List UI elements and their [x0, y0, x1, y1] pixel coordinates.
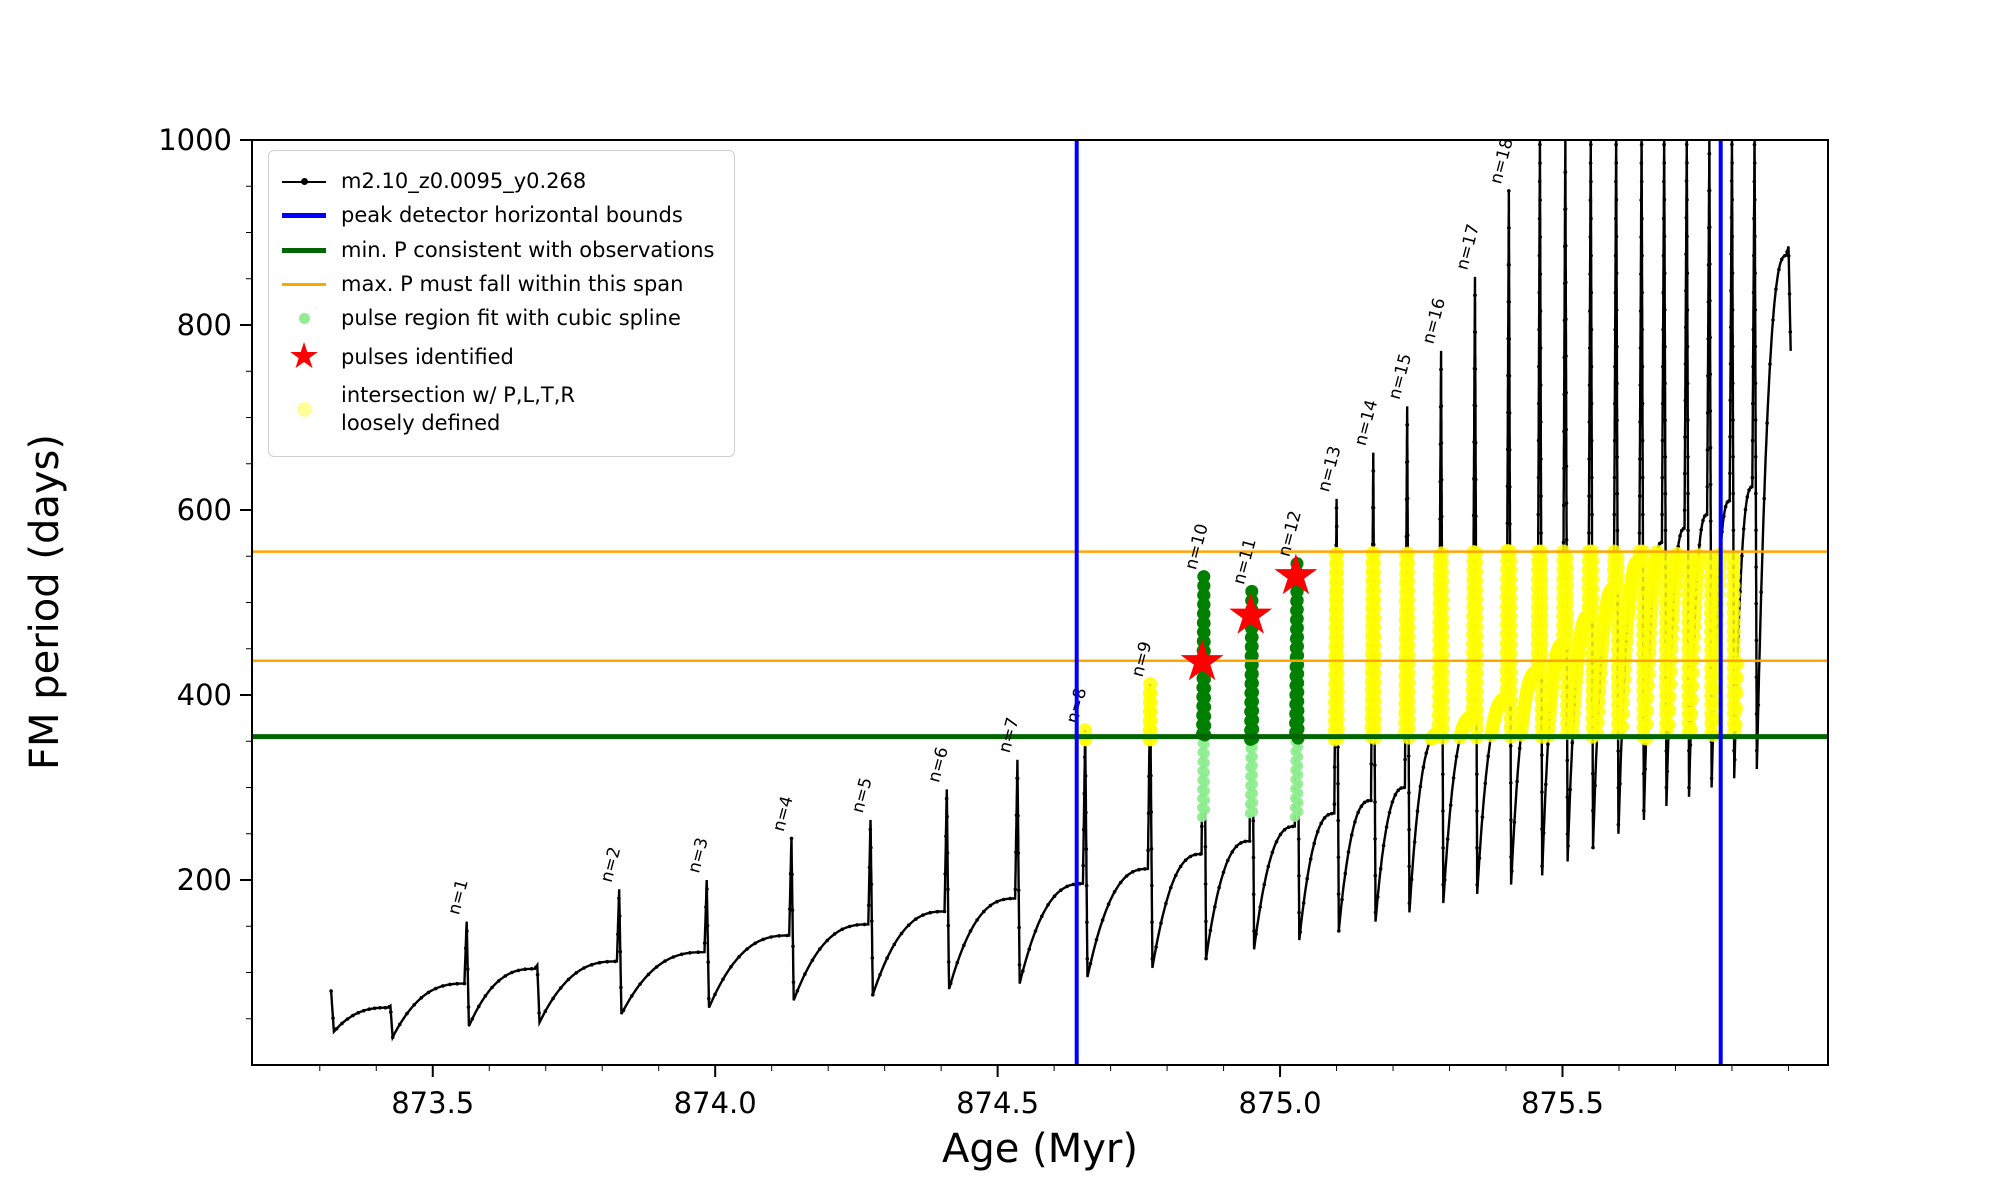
x-tick-label: 875.0 [1239, 1086, 1322, 1120]
legend-entry-label: intersection w/ P,L,T,R loosely defined [341, 383, 575, 435]
x-tick-label: 875.5 [1521, 1086, 1604, 1120]
blue-line-icon [281, 213, 327, 219]
legend-entry-label: max. P must fall within this span [341, 271, 684, 296]
y-tick-label: 400 [177, 678, 232, 712]
pulse-star-icon: ★ [1271, 543, 1321, 608]
legend-entry-5: ★ pulses identified [281, 339, 714, 375]
legend-entry-3: max. P must fall within this span [281, 271, 714, 298]
green-line-icon [281, 247, 327, 253]
yellow-dot-icon [281, 402, 327, 418]
x-axis-label: Age (Myr) [942, 1126, 1138, 1172]
plot-frame [251, 139, 1829, 1066]
pulse-star-icon: ★ [1226, 583, 1276, 648]
pulse-region-points [1196, 557, 1305, 746]
y-tick-label: 1000 [158, 123, 232, 157]
peak-detector-bounds-lines [1074, 140, 1723, 1065]
pulse-star-icon: ★ [1177, 629, 1227, 694]
tick-marks: 873.5 874.0 874.5 875.0 875.5 200 400 600 800 100… [158, 123, 1789, 1120]
y-axis-label: FM period (days) [22, 434, 68, 770]
red-star-icon: ★ [287, 336, 321, 378]
spline-fit-points [1196, 736, 1304, 823]
lightgreen-dot-icon [281, 313, 327, 325]
series-line-icon [281, 178, 327, 186]
legend-entry-label: min. P consistent with observations [341, 237, 715, 262]
x-tick-label: 874.5 [956, 1086, 1039, 1120]
y-tick-label: 600 [177, 493, 232, 527]
legend-entry-4: pulse region fit with cubic spline [281, 305, 714, 332]
legend-entry-label: peak detector horizontal bounds [341, 203, 683, 228]
legend-entry-label: pulses identified [341, 344, 514, 369]
y-tick-label: 200 [177, 863, 232, 897]
legend-entry-6: intersection w/ P,L,T,R loosely defined [281, 382, 714, 437]
axes-ticks: 873.5 874.0 874.5 875.0 875.5 200 400 600 800 100… [158, 123, 1789, 1120]
x-tick-label: 873.5 [391, 1086, 474, 1120]
legend-entry-label: m2.10_z0.0095_y0.268 [341, 169, 587, 193]
y-tick-label: 800 [177, 308, 232, 342]
legend-entry-label: pulse region fit with cubic spline [341, 306, 681, 331]
threshold-lines [252, 550, 1828, 740]
identified-pulse-stars: ★★★ [1177, 543, 1321, 694]
legend-entry-2: min. P consistent with observations [281, 237, 714, 264]
x-tick-label: 874.0 [674, 1086, 757, 1120]
legend-entry-0: m2.10_z0.0095_y0.268 [281, 168, 714, 195]
legend-entry-1: peak detector horizontal bounds [281, 202, 714, 229]
orange-line-icon [281, 283, 327, 287]
